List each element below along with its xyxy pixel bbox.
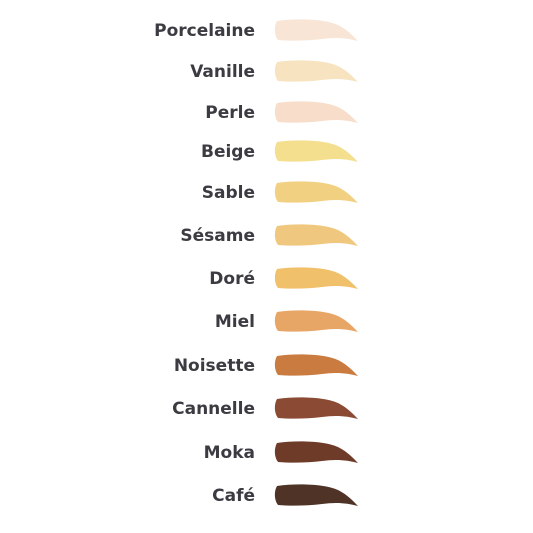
- shade-name: Sésame: [180, 226, 255, 246]
- shade-row: Café: [212, 484, 358, 506]
- shade-row: Noisette: [174, 354, 358, 376]
- shade-row: Sable: [202, 181, 358, 203]
- shade-row: Vanille: [190, 60, 358, 82]
- shade-name: Doré: [209, 269, 255, 289]
- shade-swatch: [274, 60, 358, 82]
- shade-row: Porcelaine: [154, 19, 358, 42]
- shade-name: Vanille: [190, 62, 255, 82]
- shade-name: Miel: [215, 312, 255, 332]
- shade-row: Perle: [205, 101, 358, 123]
- shade-row: Cannelle: [172, 397, 358, 419]
- shade-row: Doré: [209, 267, 358, 289]
- shade-swatch: [274, 19, 358, 42]
- shade-name: Moka: [204, 443, 255, 463]
- shade-swatch: [274, 484, 358, 506]
- shade-name: Perle: [205, 103, 255, 123]
- shade-name: Noisette: [174, 356, 255, 376]
- shade-name: Porcelaine: [154, 21, 255, 41]
- shade-swatch: [274, 397, 358, 419]
- shade-swatch: [274, 181, 358, 203]
- shade-row: Moka: [204, 441, 358, 463]
- shade-swatch: [274, 101, 358, 123]
- shade-name: Cannelle: [172, 399, 255, 419]
- shade-swatch: [274, 441, 358, 463]
- shade-swatch: [274, 310, 358, 332]
- shade-swatch: [274, 267, 358, 289]
- shade-name: Beige: [201, 142, 255, 162]
- shade-row: Miel: [215, 310, 358, 332]
- shade-swatch: [274, 224, 358, 246]
- shade-row: Sésame: [180, 224, 358, 246]
- shade-row: Beige: [201, 140, 358, 162]
- shade-name: Café: [212, 486, 255, 506]
- shade-swatch: [274, 140, 358, 162]
- shade-swatch: [274, 354, 358, 376]
- shade-name: Sable: [202, 183, 255, 203]
